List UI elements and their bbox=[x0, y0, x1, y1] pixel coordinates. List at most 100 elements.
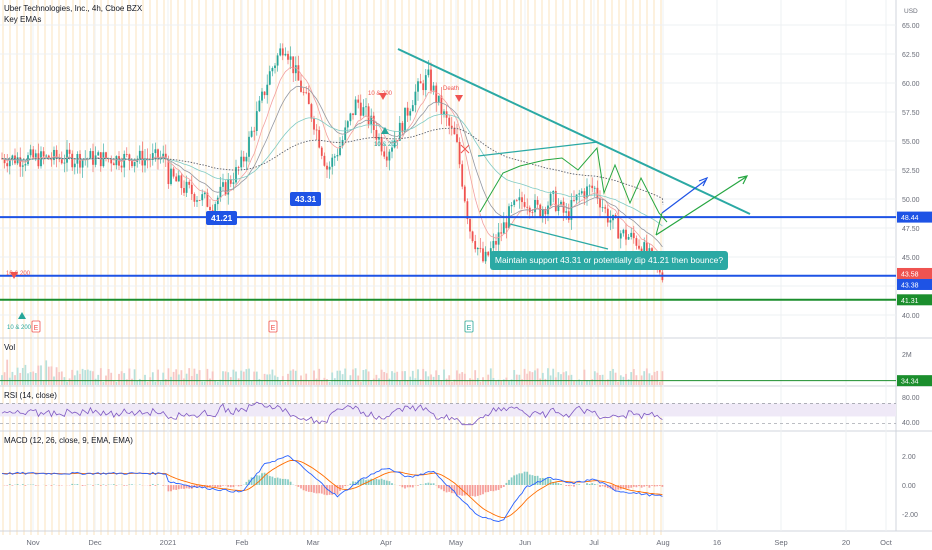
candle-body bbox=[110, 158, 113, 164]
macd-histogram-bar bbox=[167, 485, 170, 492]
candle-body bbox=[549, 193, 552, 206]
session-stripe bbox=[380, 0, 382, 535]
candle-body bbox=[333, 156, 336, 158]
macd-histogram-bar bbox=[157, 484, 159, 485]
volume-bar bbox=[565, 371, 568, 385]
volume-bar bbox=[253, 371, 256, 385]
macd-histogram-bar bbox=[443, 485, 445, 492]
volume-bar bbox=[479, 381, 482, 385]
macd-histogram-bar bbox=[339, 485, 341, 491]
volume-bar bbox=[445, 378, 448, 385]
volume-bar bbox=[523, 368, 526, 385]
candle-body bbox=[227, 179, 230, 195]
session-stripe bbox=[422, 0, 424, 535]
macd-histogram-bar bbox=[188, 485, 191, 489]
macd-histogram-bar bbox=[328, 485, 331, 495]
macd-histogram-bar bbox=[614, 485, 617, 491]
macd-histogram-bar bbox=[24, 485, 27, 486]
candle-body bbox=[8, 160, 11, 167]
macd-histogram-bar bbox=[305, 485, 308, 492]
macd-histogram-bar bbox=[11, 485, 14, 486]
volume-bar bbox=[544, 378, 547, 385]
volume-bar bbox=[50, 366, 53, 385]
session-stripe bbox=[100, 0, 102, 535]
time-tick-label: Feb bbox=[236, 538, 249, 547]
level-tag-41-21[interactable]: 41.21 bbox=[206, 211, 238, 225]
level-tag-43-31[interactable]: 43.31 bbox=[290, 192, 322, 206]
candle-body bbox=[469, 219, 471, 232]
macd-histogram-bar bbox=[513, 475, 516, 485]
volume-bar bbox=[310, 381, 313, 385]
candle-body bbox=[50, 159, 53, 161]
candle-body bbox=[492, 240, 495, 249]
volume-bar bbox=[248, 368, 250, 385]
analysis-note[interactable]: Maintain support 43.31 or potentially di… bbox=[490, 251, 728, 270]
candle-body bbox=[521, 197, 523, 203]
volume-bar bbox=[604, 380, 607, 385]
macd-histogram-bar bbox=[289, 481, 292, 485]
price-badge bbox=[897, 211, 932, 223]
candle-body bbox=[365, 106, 367, 108]
time-tick-label: 2021 bbox=[160, 538, 177, 547]
macd-histogram-bar bbox=[565, 485, 568, 486]
volume-bar bbox=[40, 365, 42, 385]
macd-histogram-bar bbox=[266, 474, 269, 485]
macd-histogram-bar bbox=[440, 485, 443, 490]
macd-histogram-bar bbox=[313, 485, 315, 493]
candle-body bbox=[401, 122, 404, 133]
drawings[interactable]: 10 & 200 10 & 200 10 & 200 10 & 200 Death E E E bbox=[0, 48, 896, 382]
macd-histogram-bar bbox=[484, 485, 487, 493]
candle-body bbox=[294, 65, 297, 74]
volume-bar bbox=[198, 370, 201, 385]
volume-bar bbox=[305, 373, 308, 385]
session-stripe bbox=[457, 0, 459, 535]
macd-histogram-bar bbox=[115, 485, 118, 486]
volume-bar bbox=[219, 379, 222, 385]
volume-bar bbox=[326, 379, 328, 385]
macd-histogram-bar bbox=[310, 485, 313, 493]
session-stripe bbox=[436, 0, 438, 535]
candle-body bbox=[170, 168, 172, 185]
session-stripe bbox=[275, 0, 277, 535]
candle-body bbox=[586, 186, 588, 199]
candle-body bbox=[21, 165, 24, 167]
session-stripe bbox=[23, 0, 25, 535]
macd-histogram-bar bbox=[521, 473, 523, 485]
volume-bar bbox=[471, 379, 474, 385]
macd-histogram-bar bbox=[250, 477, 253, 485]
volume-bar bbox=[435, 370, 438, 385]
macd-histogram-bar bbox=[341, 485, 344, 489]
price-badge-label: 43.58 bbox=[901, 271, 919, 278]
macd-histogram-bar bbox=[648, 485, 651, 488]
volume-bar bbox=[250, 380, 253, 385]
candle-body bbox=[643, 242, 646, 257]
candle-body bbox=[206, 192, 209, 207]
candle-body bbox=[479, 247, 482, 249]
volume-bar bbox=[185, 373, 188, 385]
volume-bar bbox=[266, 374, 269, 385]
macd-histogram-bar bbox=[528, 474, 531, 485]
candle-body bbox=[487, 251, 490, 256]
candle-body bbox=[188, 181, 191, 185]
volume-bar bbox=[164, 379, 167, 385]
macd-histogram-bar bbox=[333, 485, 336, 494]
macd-histogram-bar bbox=[630, 485, 633, 488]
macd-histogram-bar bbox=[320, 485, 323, 494]
volume-bar bbox=[68, 378, 71, 385]
candle-body bbox=[97, 152, 100, 156]
macd-histogram-bar bbox=[591, 483, 594, 485]
volume-bar bbox=[27, 373, 29, 385]
macd-histogram-bar bbox=[196, 485, 198, 488]
rsi-tick-label: 40.00 bbox=[902, 420, 920, 427]
macd-histogram-bar bbox=[656, 485, 659, 487]
volume-bar bbox=[547, 368, 549, 385]
time-tick-label: Jul bbox=[589, 538, 599, 547]
session-stripe bbox=[58, 0, 60, 535]
price-pane bbox=[1, 43, 664, 283]
macd-histogram-bar bbox=[362, 478, 365, 485]
candle-body bbox=[133, 162, 136, 167]
macd-histogram-bar bbox=[297, 485, 300, 487]
macd-signal-line bbox=[1, 460, 663, 519]
candle-body bbox=[562, 201, 565, 213]
